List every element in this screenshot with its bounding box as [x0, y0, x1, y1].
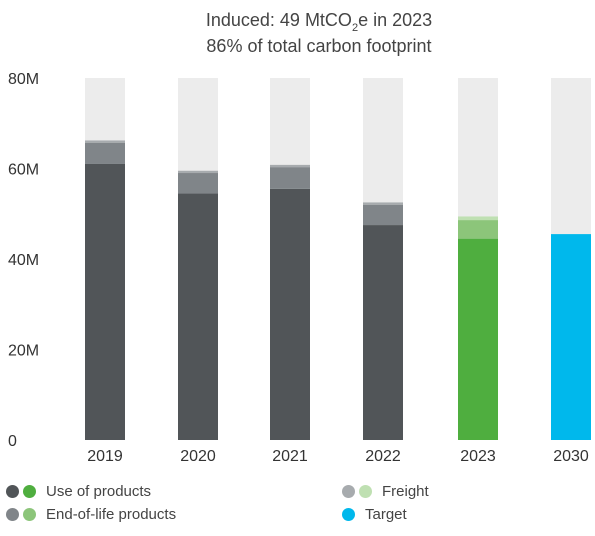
bar-use-of-products-2019	[85, 163, 125, 440]
bar-freight-2021	[270, 164, 310, 168]
y-tick-label-20M: 20M	[8, 343, 39, 360]
legend-label: Target	[365, 506, 407, 523]
bar-end-of-life-products-2023	[458, 220, 498, 239]
x-tick-label-2023: 2023	[460, 448, 496, 465]
legend-item-freight: Freight	[342, 483, 429, 500]
legend-item-target: Target	[342, 506, 407, 523]
bar-use-of-products-2020	[178, 193, 218, 440]
legend-swatch-icon	[6, 485, 19, 498]
legend-swatch-icon	[342, 485, 355, 498]
x-tick-label-2030: 2030	[553, 448, 589, 465]
x-tick-label-2022: 2022	[365, 448, 401, 465]
legend-swatch-icon	[6, 508, 19, 521]
chart-title-line-1: Induced: 49 MtCO2e in 2023	[206, 10, 432, 34]
legend-label: Freight	[382, 483, 429, 500]
y-tick-label-60M: 60M	[8, 162, 39, 179]
legend-label: End-of-life products	[46, 506, 177, 523]
bar-end-of-life-products-2021	[270, 167, 310, 189]
bar-use-of-products-2021	[270, 188, 310, 440]
bar-target-2030	[551, 234, 591, 440]
bar-use-of-products-2023	[458, 238, 498, 440]
bar-end-of-life-products-2020	[178, 173, 218, 194]
chart-title-line-2: 86% of total carbon footprint	[206, 36, 431, 56]
legend-item-end-of-life-products: End-of-life products	[6, 506, 176, 523]
y-tick-label-40M: 40M	[8, 252, 39, 269]
x-tick-label-2020: 2020	[180, 448, 216, 465]
legend-item-use-of-products: Use of products	[6, 483, 151, 500]
legend-swatch-icon	[342, 508, 355, 521]
bar-freight-2022	[363, 202, 403, 205]
legend-label: Use of products	[46, 483, 152, 500]
x-tick-label-2021: 2021	[272, 448, 308, 465]
x-tick-label-2019: 2019	[87, 448, 123, 465]
y-tick-label-0: 0	[8, 433, 17, 450]
bar-freight-2023	[458, 216, 498, 221]
bar-end-of-life-products-2022	[363, 204, 403, 226]
y-tick-label-80M: 80M	[8, 71, 39, 88]
legend-swatch-icon	[359, 485, 372, 498]
bar-freight-2020	[178, 170, 218, 174]
legend-swatch-icon	[23, 508, 36, 521]
bar-use-of-products-2022	[363, 225, 403, 440]
bar-end-of-life-products-2019	[85, 142, 125, 164]
legend-swatch-icon	[23, 485, 36, 498]
bar-freight-2019	[85, 140, 125, 143]
